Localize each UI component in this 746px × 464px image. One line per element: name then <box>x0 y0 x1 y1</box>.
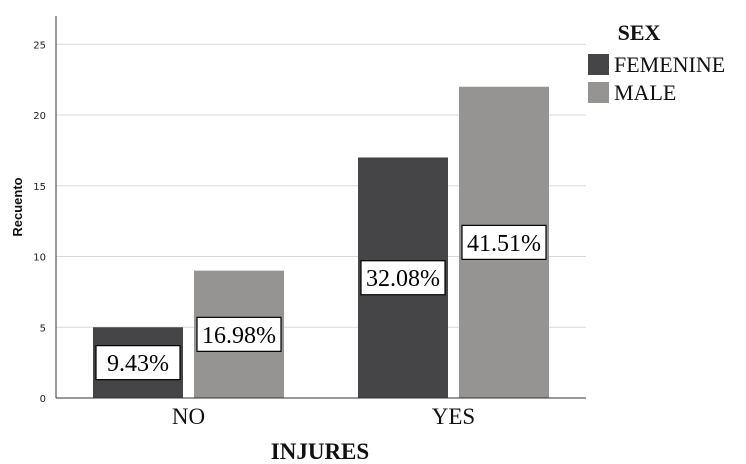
data-label-box <box>360 260 446 296</box>
legend-title: SEX <box>618 20 661 45</box>
data-label: 32.08% <box>360 260 446 296</box>
data-labels: 9.43% 16.98% 32.08% 41.51% <box>95 224 547 381</box>
y-tick-label: 0 <box>40 394 46 405</box>
y-tick-label: 5 <box>40 323 46 334</box>
legend-swatch-femenine <box>588 54 609 75</box>
data-label: 41.51% <box>461 224 547 260</box>
data-label-box <box>196 316 282 352</box>
data-label-text: 41.51% <box>467 231 541 257</box>
y-tick-label: 15 <box>33 182 46 193</box>
legend-label-femenine: FEMENINE <box>614 52 725 77</box>
data-label-text: 32.08% <box>366 266 440 292</box>
y-tick-labels: 0 5 10 15 20 25 <box>33 40 46 405</box>
legend-label-male: MALE <box>614 80 676 105</box>
y-tick-label: 20 <box>33 111 46 122</box>
legend-swatch-male <box>588 82 609 103</box>
legend: SEX FEMENINE MALE <box>588 20 725 105</box>
x-category-label: YES <box>432 404 475 429</box>
y-axis-title: Recuento <box>10 177 25 236</box>
data-label: 9.43% <box>95 345 181 381</box>
data-label-text: 16.98% <box>202 323 276 349</box>
x-category-label: NO <box>172 404 205 429</box>
data-label-box <box>95 345 181 381</box>
y-tick-label: 25 <box>33 40 46 51</box>
data-label-text: 9.43% <box>107 351 169 377</box>
data-label: 16.98% <box>196 316 282 352</box>
data-label-box <box>461 224 547 260</box>
y-tick-label: 10 <box>33 253 46 264</box>
x-category-labels: NO YES <box>172 404 475 429</box>
x-axis-title: INJURES <box>271 439 369 464</box>
axes <box>55 16 586 399</box>
